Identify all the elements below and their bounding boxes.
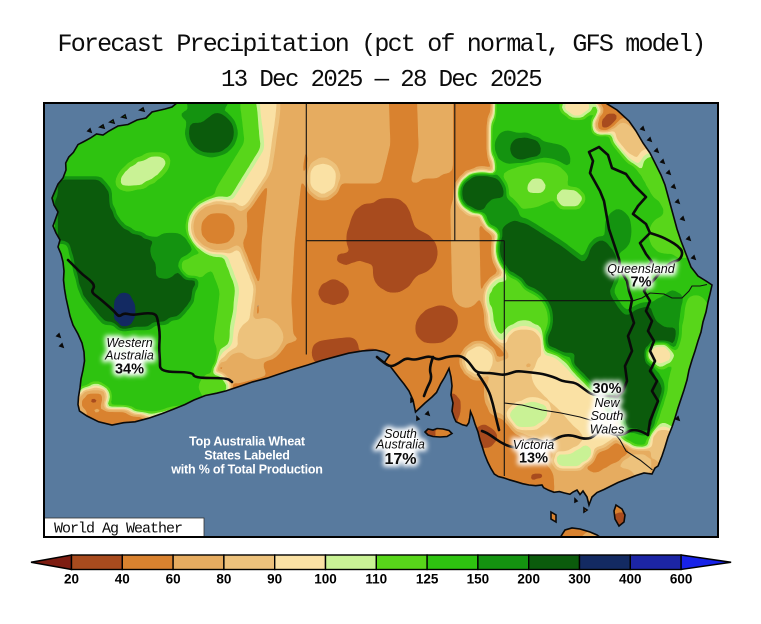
svg-text:South: South bbox=[591, 409, 624, 423]
svg-text:34%: 34% bbox=[115, 362, 144, 378]
svg-text:90: 90 bbox=[267, 572, 282, 587]
svg-text:30%: 30% bbox=[592, 381, 621, 397]
svg-text:150: 150 bbox=[467, 572, 490, 587]
svg-text:Forecast Precipitation (pct of: Forecast Precipitation (pct of normal, G… bbox=[58, 30, 705, 59]
svg-text:South: South bbox=[384, 427, 417, 441]
svg-text:100: 100 bbox=[314, 572, 337, 587]
svg-text:80: 80 bbox=[216, 572, 231, 587]
svg-text:World Ag Weather: World Ag Weather bbox=[54, 521, 182, 538]
svg-text:17%: 17% bbox=[384, 451, 416, 468]
svg-text:Western: Western bbox=[106, 336, 152, 350]
svg-text:Australia: Australia bbox=[375, 438, 425, 452]
svg-text:New: New bbox=[594, 396, 620, 410]
svg-text:Wales: Wales bbox=[590, 423, 625, 437]
svg-text:13%: 13% bbox=[519, 451, 548, 467]
svg-text:13 Dec 2025 — 28 Dec 2025: 13 Dec 2025 — 28 Dec 2025 bbox=[221, 67, 541, 94]
svg-text:300: 300 bbox=[568, 572, 591, 587]
svg-text:Victoria: Victoria bbox=[513, 438, 555, 452]
svg-text:South: South bbox=[591, 409, 624, 423]
svg-text:Victoria: Victoria bbox=[513, 438, 555, 452]
svg-text:Wales: Wales bbox=[590, 423, 625, 437]
svg-text:125: 125 bbox=[416, 572, 439, 587]
svg-text:Western: Western bbox=[106, 336, 152, 350]
svg-text:Queensland: Queensland bbox=[607, 262, 675, 276]
svg-text:Australia: Australia bbox=[104, 349, 154, 363]
svg-text:7%: 7% bbox=[631, 275, 652, 291]
svg-text:60: 60 bbox=[166, 572, 181, 587]
svg-text:New: New bbox=[594, 396, 620, 410]
svg-text:South: South bbox=[384, 427, 417, 441]
svg-text:20: 20 bbox=[64, 572, 79, 587]
svg-text:110: 110 bbox=[365, 572, 387, 587]
svg-text:Australia: Australia bbox=[104, 349, 154, 363]
svg-text:Australia: Australia bbox=[375, 438, 425, 452]
svg-text:34%: 34% bbox=[115, 362, 144, 378]
svg-text:17%: 17% bbox=[384, 451, 416, 468]
svg-text:600: 600 bbox=[670, 572, 693, 587]
svg-text:40: 40 bbox=[115, 572, 130, 587]
svg-text:States Labeled: States Labeled bbox=[204, 449, 289, 463]
svg-text:30%: 30% bbox=[592, 381, 621, 397]
svg-text:Top Australia Wheat: Top Australia Wheat bbox=[189, 435, 306, 449]
svg-text:13%: 13% bbox=[519, 451, 548, 467]
svg-text:7%: 7% bbox=[631, 275, 652, 291]
svg-text:with % of Total Production: with % of Total Production bbox=[170, 463, 323, 477]
svg-text:Queensland: Queensland bbox=[607, 262, 675, 276]
svg-text:200: 200 bbox=[517, 572, 540, 587]
svg-text:400: 400 bbox=[619, 572, 642, 587]
